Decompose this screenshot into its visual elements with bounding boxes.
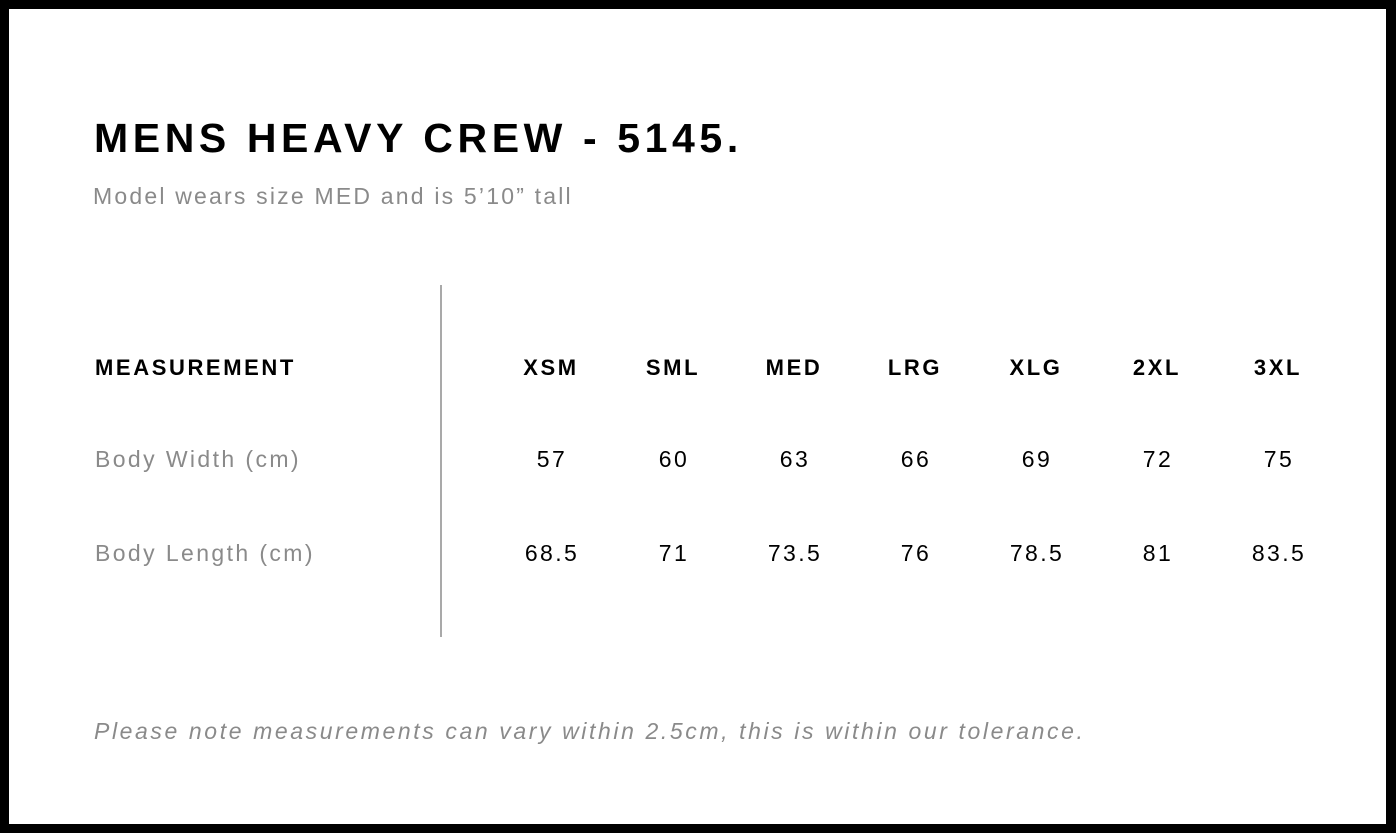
table-cell: 71: [658, 540, 690, 566]
table-cell: 57: [536, 446, 568, 472]
table-cell: 78.5: [1009, 540, 1065, 566]
table-cell: 63: [779, 446, 811, 472]
size-header-xlg: XLG: [1009, 355, 1063, 380]
table-cell: 73.5: [767, 540, 823, 566]
row-label: Body Width (cm): [95, 446, 301, 472]
page-title: MENS HEAVY CREW - 5145.: [94, 115, 743, 161]
table-cell: 81: [1142, 540, 1174, 566]
table-cell: 60: [658, 446, 690, 472]
table-cell: 68.5: [524, 540, 580, 566]
column-divider: [440, 285, 442, 637]
row-label: Body Length (cm): [95, 540, 315, 566]
measurement-header: MEASUREMENT: [95, 355, 296, 380]
table-cell: 69: [1021, 446, 1053, 472]
size-header-sml: SML: [645, 355, 701, 380]
table-cell: 76: [900, 540, 932, 566]
table-cell: 83.5: [1251, 540, 1307, 566]
size-header-xsm: XSM: [523, 355, 579, 380]
size-header-lrg: LRG: [887, 355, 943, 380]
tolerance-note: Please note measurements can vary within…: [94, 718, 1086, 744]
size-header-2xl: 2XL: [1132, 355, 1182, 380]
model-info: Model wears size MED and is 5’10” tall: [93, 183, 573, 209]
size-header-3xl: 3XL: [1253, 355, 1303, 380]
size-header-med: MED: [765, 355, 823, 380]
table-cell: 72: [1142, 446, 1174, 472]
size-chart-card: MENS HEAVY CREW - 5145. Model wears size…: [9, 9, 1386, 824]
table-cell: 75: [1263, 446, 1295, 472]
table-cell: 66: [900, 446, 932, 472]
